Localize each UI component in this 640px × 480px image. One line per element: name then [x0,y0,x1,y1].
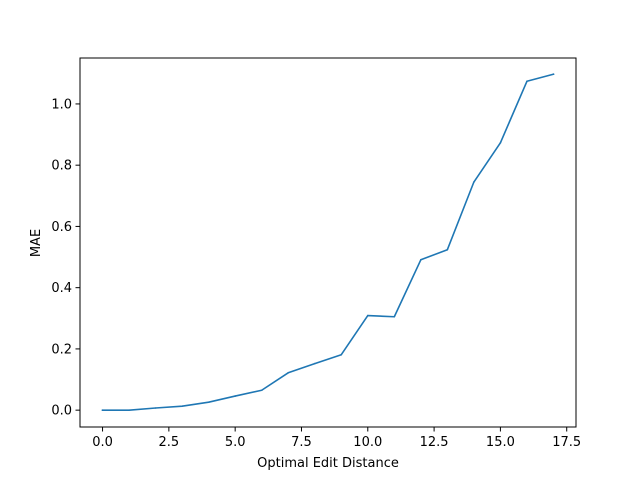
x-tick-label: 7.5 [291,435,312,450]
data-point [260,389,263,392]
data-point [101,409,104,411]
x-tick-label: 10.0 [353,435,382,450]
data-point [420,259,422,261]
y-tick-label: 0.4 [51,281,72,296]
series-line-0 [101,73,555,411]
x-tick-label: 12.5 [420,435,449,450]
x-tick-label: 2.5 [159,435,180,450]
plot-frame [79,57,577,428]
x-tick-label: 15.0 [486,435,515,450]
data-point [234,395,236,397]
data-point [366,314,369,317]
data-point [526,80,528,83]
y-axis-label: MAE [29,229,44,257]
data-point [207,401,210,404]
data-point [473,181,475,183]
data-point [499,142,502,144]
x-tick-label: 17.5 [552,435,581,450]
data-point [552,73,555,76]
data-point [154,407,157,409]
data-point [181,405,183,407]
x-tick-label: 0.0 [92,435,113,450]
data-point [340,353,343,356]
x-axis-label: Optimal Edit Distance [257,456,399,471]
data-point [393,315,396,318]
data-point [313,362,316,365]
data-point [128,409,130,411]
y-tick-label: 0.8 [51,159,72,174]
x-tick-label: 5.0 [225,435,246,450]
data-point [446,248,449,251]
y-tick-label: 0.6 [51,220,72,235]
data-point [287,372,290,374]
y-tick-label: 0.0 [51,404,72,419]
y-tick-label: 0.2 [51,342,72,357]
y-tick-label: 1.0 [51,97,72,112]
